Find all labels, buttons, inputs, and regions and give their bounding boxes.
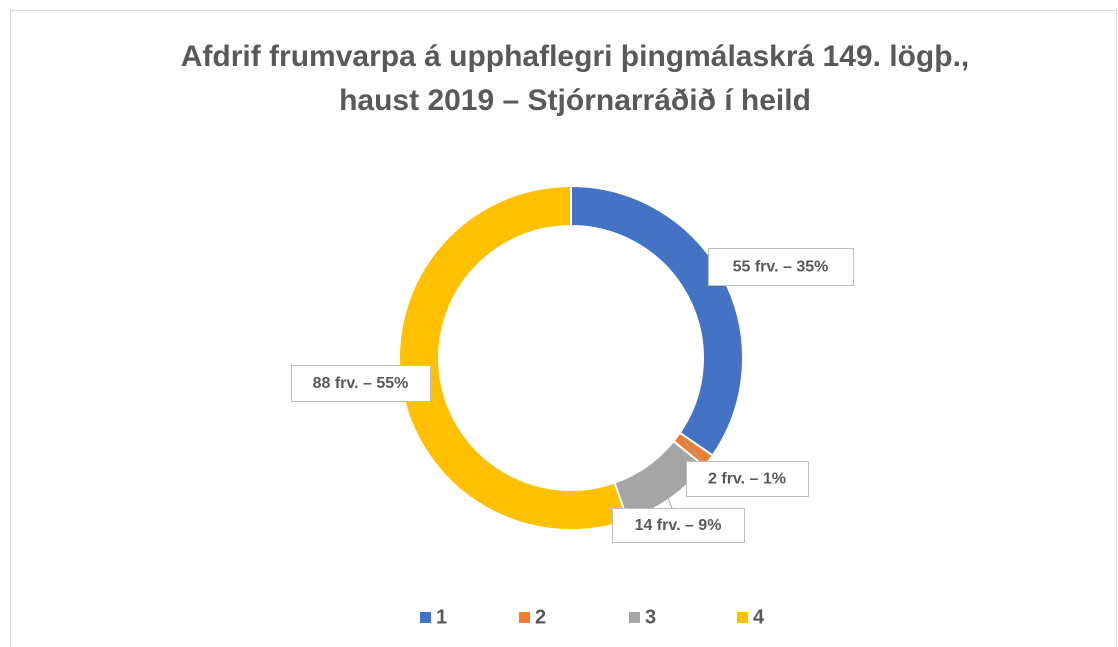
legend-label: 4 [753,606,765,628]
chart-title: haust 2019 – Stjórnarráðið í heild [339,84,811,117]
data-label: 55 frv. – 35% [733,259,829,276]
leader-line [682,439,703,462]
data-label: 14 frv. – 9% [635,517,722,534]
data-label: 2 frv. – 1% [708,471,786,488]
legend-swatch [420,612,431,623]
legend-label: 2 [535,606,546,628]
donut-segment [398,184,629,531]
legend-label: 1 [436,606,447,628]
legend-swatch [629,612,640,623]
label-box [708,248,854,286]
legend-label: 3 [645,606,656,628]
leader-line [659,477,673,509]
label-box [612,508,745,543]
legend-swatch [519,612,530,623]
label-box [686,461,809,497]
label-box [291,365,431,402]
chart-title: Afdrif frumvarpa á upphaflegri þingmálas… [181,40,970,73]
donut-segment [570,184,744,457]
data-label: 88 frv. – 55% [313,375,409,392]
chart-frame [10,10,1117,647]
legend-swatch [737,612,748,623]
